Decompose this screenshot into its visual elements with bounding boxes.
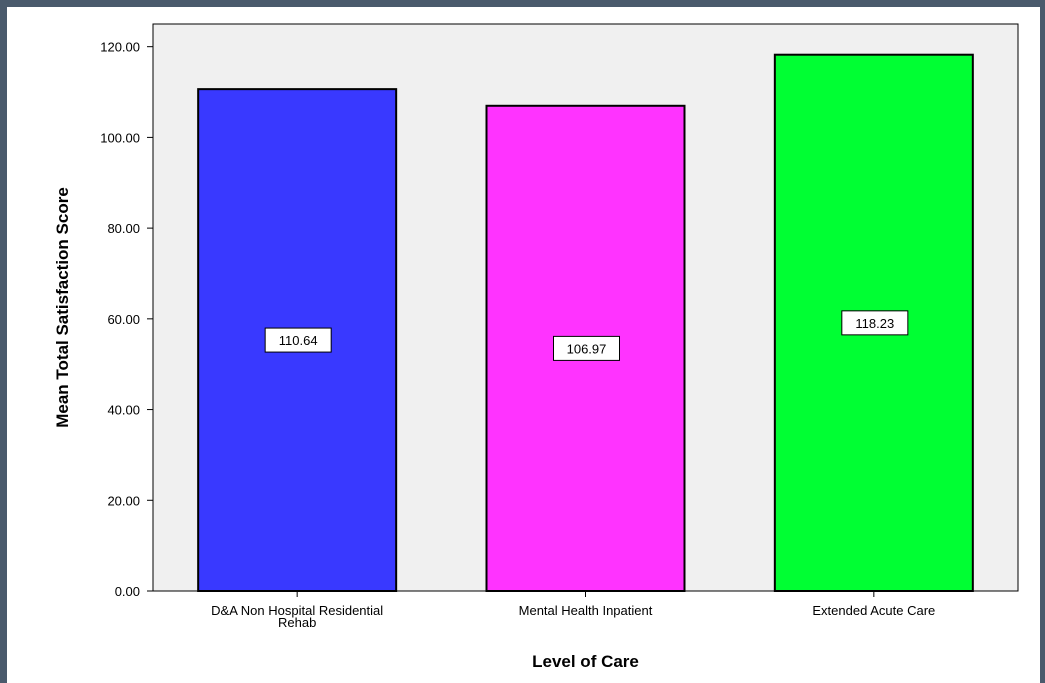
y-axis-title: Mean Total Satisfaction Score — [53, 187, 72, 428]
y-tick-label: 20.00 — [107, 493, 140, 508]
x-axis: D&A Non Hospital Residential Rehab Mental … — [211, 591, 935, 630]
data-label: 106.97 — [567, 341, 607, 356]
x-tick-label: D&A Non Hospital Residential Rehab — [211, 603, 383, 630]
y-tick-label: 120.00 — [100, 40, 140, 55]
y-tick-label: 0.00 — [115, 584, 140, 599]
data-label-box — [264, 327, 332, 353]
data-label: 118.23 — [855, 316, 894, 331]
x-tick-label: Mental Health Inpatient — [519, 603, 653, 618]
x-tick-label: Extended Acute Care — [812, 603, 935, 618]
y-axis: 0.00 20.00 40.00 60.00 80.00 100.00 120.00 — [100, 40, 153, 599]
data-label-box — [841, 310, 909, 336]
data-label: 110.64 — [279, 333, 318, 348]
y-tick-label: 80.00 — [107, 221, 140, 236]
y-tick-label: 40.00 — [107, 403, 140, 418]
y-tick-label: 100.00 — [100, 130, 140, 145]
bars-group: 110.64 106.97 118.23 — [197, 53, 974, 592]
x-axis-title: Level of Care — [532, 652, 639, 671]
data-label-box — [553, 335, 620, 361]
y-tick-label: 60.00 — [107, 312, 140, 327]
